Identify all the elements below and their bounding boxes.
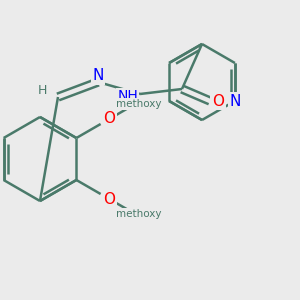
Text: NH: NH (117, 89, 138, 103)
Text: methoxy: methoxy (116, 209, 161, 219)
Text: H: H (37, 85, 47, 98)
Text: methoxy: methoxy (116, 99, 161, 109)
Text: N: N (92, 68, 104, 83)
Text: O: O (212, 94, 224, 109)
Text: N: N (229, 94, 241, 109)
Text: O: O (103, 112, 115, 127)
Text: O: O (103, 191, 115, 206)
